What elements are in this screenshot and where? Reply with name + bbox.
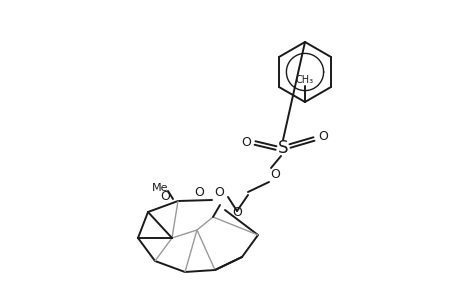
Text: O: O bbox=[231, 206, 241, 218]
Text: CH₃: CH₃ bbox=[295, 75, 313, 85]
Text: S: S bbox=[277, 139, 288, 157]
Text: O: O bbox=[160, 190, 169, 202]
Text: O: O bbox=[213, 185, 224, 199]
Text: O: O bbox=[194, 187, 203, 200]
Text: O: O bbox=[269, 169, 280, 182]
Text: O: O bbox=[241, 136, 251, 149]
Text: Me: Me bbox=[151, 183, 168, 193]
Text: O: O bbox=[317, 130, 327, 143]
